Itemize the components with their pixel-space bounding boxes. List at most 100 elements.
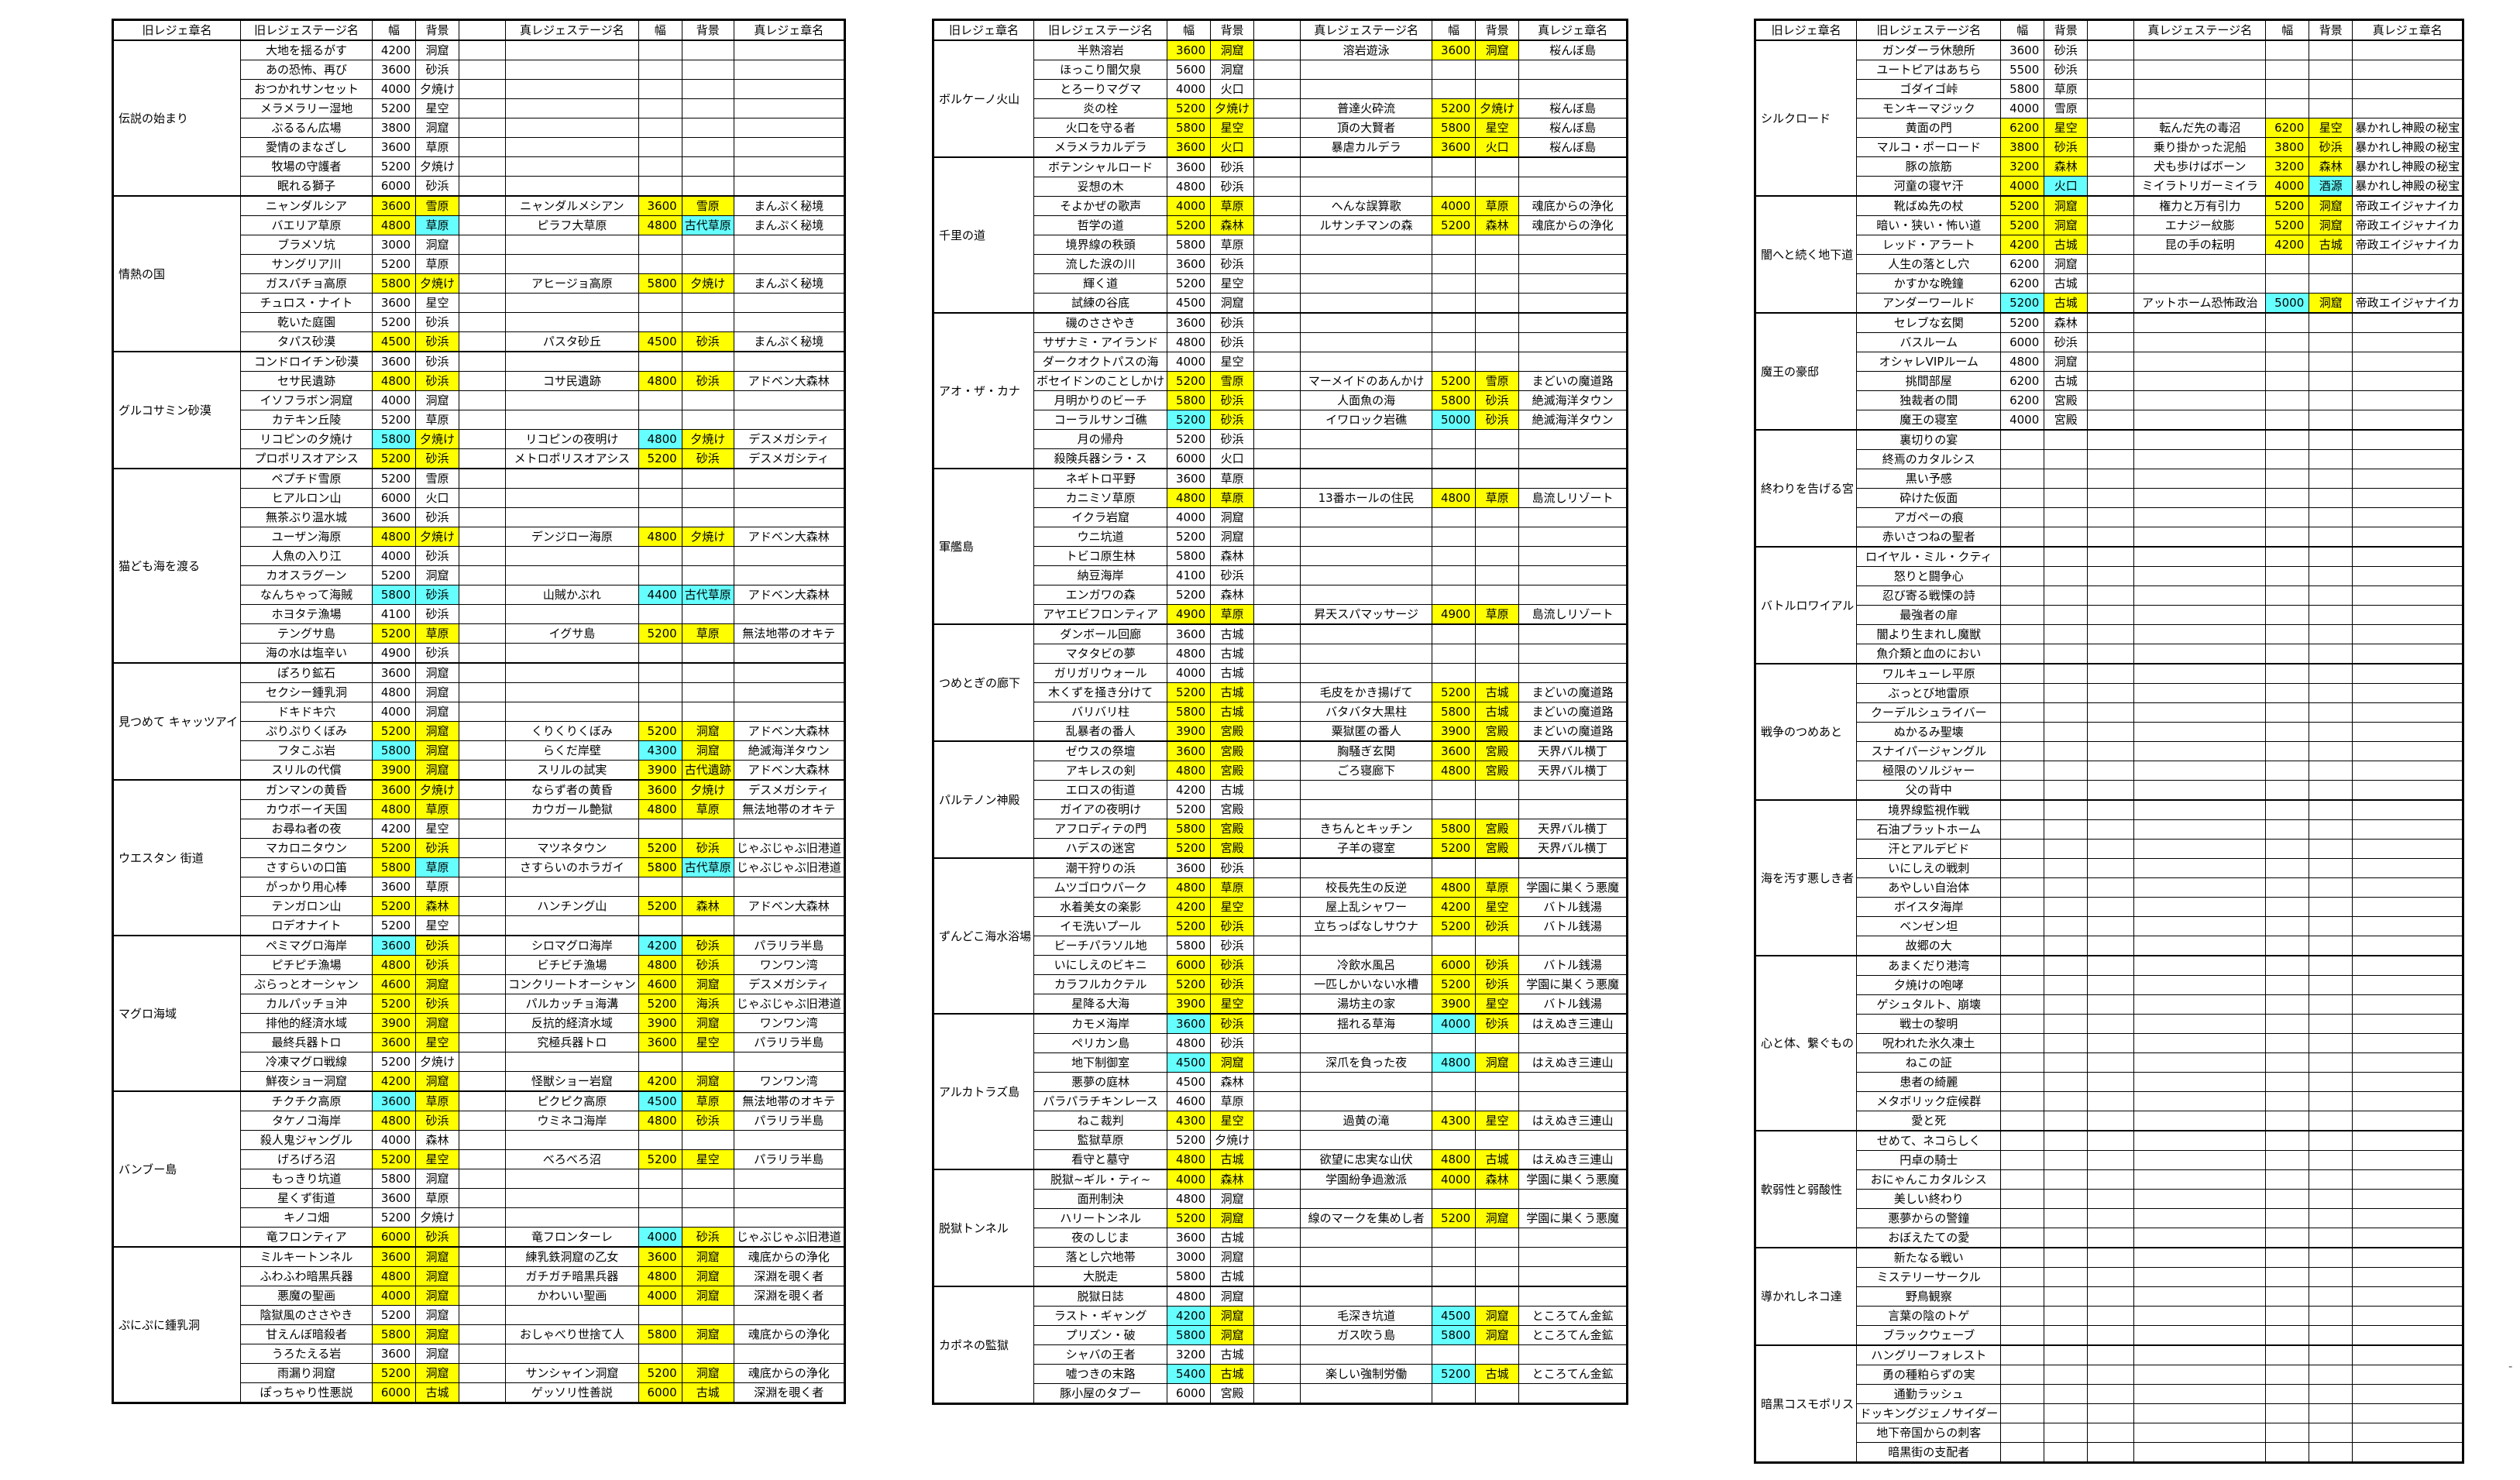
true-chapter-name: はえぬき三連山	[1518, 1013, 1628, 1034]
true-stage-name	[505, 1188, 639, 1208]
true-background	[681, 682, 734, 702]
table-row: モンキーマジック 4000 雪原	[1755, 98, 2464, 118]
old-width: 5200	[372, 1052, 417, 1072]
old-background: 古城	[2044, 235, 2089, 255]
true-stage-name	[1300, 332, 1433, 352]
old-background	[2044, 429, 2089, 450]
true-width: 4500	[1432, 1306, 1477, 1326]
blank-cell	[459, 1344, 507, 1364]
true-chapter-name	[2352, 469, 2464, 489]
blank-cell	[2087, 371, 2135, 391]
old-width: 5800	[1167, 390, 1212, 410]
chapter-name: 軟弱性と弱酸性	[1754, 1130, 1858, 1248]
true-width	[1432, 468, 1477, 489]
chapter-name: ボルケーノ火山	[932, 39, 1035, 157]
table-row: アフロディテの門 5800 宮殿 きちんとキッチン 5800 宮殿 天界バル横丁	[933, 819, 1628, 839]
old-width: 5800	[1167, 546, 1212, 566]
true-width: 5200	[638, 1363, 682, 1383]
true-stage-name: おしゃべり世捨て人	[505, 1324, 639, 1344]
old-width	[2000, 1014, 2045, 1034]
blank-cell	[1253, 994, 1301, 1015]
true-stage-name	[505, 702, 639, 722]
true-width	[2265, 741, 2310, 761]
blank-cell	[2087, 156, 2135, 177]
true-stage-name	[505, 565, 639, 585]
old-stage-name: 赤いさつねの聖者	[1856, 527, 2002, 548]
old-stage-name: ユートピアはあちら	[1856, 60, 2002, 80]
true-stage-name: ハンチング山	[505, 896, 639, 916]
old-width	[2000, 1169, 2045, 1190]
table-row: 愛と死	[1755, 1111, 2464, 1131]
true-chapter-name: ワンワン湾	[733, 1071, 845, 1092]
old-stage-name: ウニ坑道	[1033, 527, 1168, 547]
true-stage-name	[2133, 1442, 2267, 1463]
old-background: 古城	[1210, 702, 1255, 722]
true-background	[681, 98, 734, 118]
old-background: 洞窟	[1210, 1306, 1255, 1326]
true-background	[681, 877, 734, 897]
old-background: 古城	[2044, 371, 2089, 391]
true-chapter-name	[2352, 1247, 2464, 1268]
true-background: 古代遺跡	[681, 760, 734, 781]
true-chapter-name	[2352, 1169, 2464, 1190]
old-background: 砂浜	[415, 351, 460, 372]
true-chapter-name	[1518, 332, 1628, 352]
old-width: 5800	[1167, 819, 1212, 839]
true-chapter-name	[733, 546, 845, 566]
table-row: レッド・アラート 4200 古城 昆の手の耘明 4200 古城 帝政エイジャナイカ	[1755, 235, 2464, 255]
true-width: 3600	[1432, 39, 1477, 60]
true-stage-name: へんな誤算歌	[1300, 196, 1433, 216]
true-stage-name	[505, 79, 639, 99]
old-width: 4800	[1167, 1286, 1212, 1307]
true-background	[1475, 468, 1520, 489]
old-background	[2044, 936, 2089, 956]
old-width: 5200	[1167, 98, 1212, 118]
true-chapter-name: アドベン大森林	[733, 585, 845, 605]
true-chapter-name	[1518, 1383, 1628, 1404]
true-stage-name: シロマグロ海岸	[505, 935, 639, 956]
true-stage-name	[2133, 780, 2267, 801]
blank-cell	[1253, 1325, 1301, 1345]
true-stage-name	[1300, 235, 1433, 255]
true-chapter-name: まどいの魔道路	[1518, 721, 1628, 742]
old-background: 砂浜	[1210, 1033, 1255, 1053]
true-width: 3900	[1432, 721, 1477, 742]
old-stage-name: ペミマグロ海岸	[240, 935, 373, 956]
old-width: 4900	[1167, 604, 1212, 625]
true-background: 草原	[1475, 877, 1520, 898]
old-background: 古城	[2044, 273, 2089, 294]
blank-cell	[459, 468, 507, 489]
table-row: かすかな晩鐘 6200 古城	[1755, 273, 2464, 294]
table-row: 野鳥観察	[1755, 1286, 2464, 1307]
blank-cell	[1253, 877, 1301, 898]
old-stage-name: 看守と墓守	[1033, 1149, 1168, 1170]
true-chapter-name	[2352, 273, 2464, 294]
old-background	[2044, 585, 2089, 606]
old-stage-name: ぬかるみ聖壊	[1856, 722, 2002, 742]
old-width: 5200	[1167, 974, 1212, 994]
header-row: 旧レジェ章名 旧レジェステージ名 幅 背景 真レジェステージ名 幅 背景 真レジ…	[932, 19, 1628, 41]
old-width	[2000, 469, 2045, 489]
old-width: 4000	[1167, 196, 1212, 216]
true-stage-name: ミイラトリガーミイラ	[2133, 176, 2267, 197]
true-width	[2265, 1228, 2310, 1248]
table-row: アヤエビフロンティア 4900 草原 昇天スパマッサージ 4900 草原 島流しリゾート	[933, 604, 1628, 625]
true-stage-name	[2133, 955, 2267, 976]
old-stage-name: ダンボール回廊	[1033, 623, 1168, 644]
true-background: 夕焼け	[681, 779, 734, 800]
old-width: 3000	[372, 235, 417, 255]
blank-cell	[459, 312, 507, 332]
old-width: 4000	[372, 702, 417, 722]
old-width	[2000, 975, 2045, 995]
old-background: 砂浜	[415, 507, 460, 527]
true-width	[2265, 1344, 2310, 1365]
true-background	[681, 1344, 734, 1364]
old-width: 5200	[1167, 527, 1212, 547]
true-width	[2265, 1286, 2310, 1307]
old-width: 3600	[372, 1188, 417, 1208]
true-chapter-name	[2352, 1033, 2464, 1053]
true-stage-name	[1300, 565, 1433, 585]
true-stage-name: ピラフ大草原	[505, 215, 639, 235]
true-width: 4500	[638, 1090, 682, 1111]
true-chapter-name: 学園に巣くう悪魔	[1518, 1169, 1628, 1190]
